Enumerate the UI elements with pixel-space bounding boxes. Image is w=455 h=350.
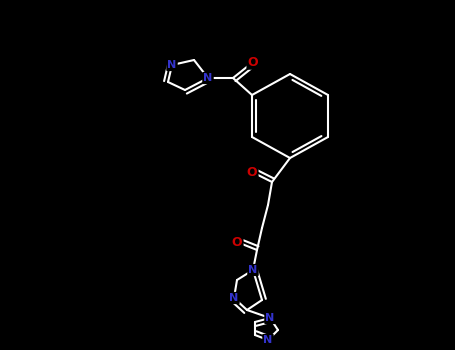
- Text: N: N: [229, 293, 238, 303]
- Text: N: N: [263, 335, 273, 345]
- Text: N: N: [248, 265, 258, 275]
- Text: N: N: [203, 73, 212, 83]
- Text: O: O: [248, 56, 258, 69]
- Text: O: O: [247, 166, 258, 178]
- Text: O: O: [232, 236, 243, 248]
- Text: N: N: [265, 313, 275, 323]
- Text: N: N: [167, 60, 177, 70]
